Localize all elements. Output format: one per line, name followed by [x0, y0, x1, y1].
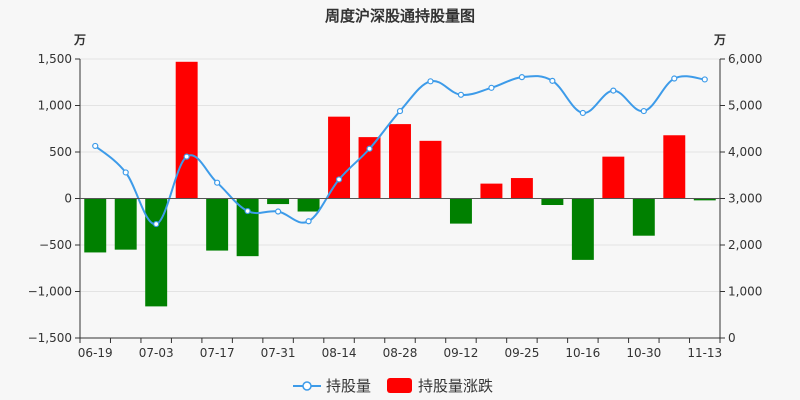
bar-mark	[328, 116, 351, 199]
line-point	[335, 176, 343, 183]
x-axis-tick-label: 08-28	[383, 346, 418, 360]
bar-mark	[419, 140, 442, 199]
line-point	[244, 207, 251, 215]
bar-mark	[358, 137, 381, 199]
bar-mark	[389, 124, 411, 199]
bar-mark	[663, 135, 686, 199]
x-axis-tick-label: 11-13	[687, 346, 722, 360]
x-axis-tick-label: 07-03	[139, 346, 174, 360]
bar-mark	[602, 156, 625, 199]
line-point	[183, 153, 190, 160]
line-point	[122, 169, 129, 176]
bar-mark	[206, 198, 229, 251]
legend-label-change: 持股量涨跌	[418, 377, 493, 395]
legend-label-holding: 持股量	[326, 377, 371, 395]
bar-mark	[571, 198, 594, 260]
line-point	[488, 84, 495, 91]
line-point	[274, 208, 282, 215]
x-axis-tick-label: 07-31	[261, 346, 296, 360]
bar-mark	[693, 198, 716, 201]
x-axis-tick-label: 09-25	[504, 346, 539, 360]
right-axis-tick-label: 3,000	[728, 192, 762, 206]
line-point	[701, 76, 708, 83]
bar-mark	[84, 198, 107, 253]
bar-mark	[236, 198, 259, 257]
bar-mark	[510, 178, 533, 199]
chart-title: 周度沪深股通持股量图	[325, 7, 475, 25]
right-axis-unit: 万	[713, 33, 726, 47]
line-point	[640, 107, 647, 115]
line-point	[579, 109, 586, 117]
line-point	[427, 78, 434, 85]
bar-mark	[297, 198, 320, 212]
line-point	[518, 74, 526, 81]
bar-mark	[267, 198, 290, 205]
left-axis-tick-label: 1,500	[38, 52, 72, 66]
line-point	[366, 145, 373, 152]
bar-mark	[114, 198, 137, 250]
bar-mark	[541, 198, 564, 206]
legend[interactable]: 持股量 持股量涨跌	[293, 377, 493, 395]
x-axis-tick-label: 09-12	[444, 346, 479, 360]
legend-line-marker	[302, 381, 312, 391]
x-axis-tick-label: 10-16	[565, 346, 600, 360]
left-axis-tick-label: 500	[49, 145, 72, 159]
right-axis-tick-label: 4,000	[728, 145, 762, 159]
line-point	[396, 107, 404, 115]
line-point	[92, 142, 99, 150]
right-axis-tick-label: 5,000	[728, 99, 762, 113]
line-series-layer	[92, 74, 708, 228]
legend-bar-swatch	[387, 378, 412, 393]
line-point	[214, 179, 221, 186]
left-axis-unit: 万	[73, 33, 86, 47]
right-axis-tick-label: 6,000	[728, 52, 762, 66]
bar-mark	[632, 198, 655, 236]
line-point	[153, 220, 160, 228]
x-axis-tick-label: 07-17	[200, 346, 235, 360]
bar-mark	[480, 183, 503, 199]
right-axis-tick-label: 1,000	[728, 285, 762, 299]
x-axis-tick-label: 06-19	[78, 346, 113, 360]
line-point	[610, 87, 617, 94]
bar-mark	[449, 198, 472, 224]
right-axis-tick-label: 2,000	[728, 238, 762, 252]
bar-mark	[145, 198, 168, 307]
line-point	[671, 75, 678, 82]
bar-mark	[175, 61, 198, 199]
left-axis-tick-label: −500	[39, 238, 72, 252]
line-point	[305, 218, 312, 225]
line-point	[457, 91, 465, 98]
axis-layer: −1,500 −1,000 −500 0 500 1,000 1,500 0 1,000 2,00…	[28, 52, 763, 360]
left-axis-tick-label: 0	[64, 192, 72, 206]
left-axis-tick-label: 1,000	[38, 99, 72, 113]
bar-series-layer	[84, 61, 716, 307]
x-axis-tick-label: 08-14	[322, 346, 357, 360]
right-axis-tick-label: 0	[728, 331, 736, 345]
left-axis-tick-label: −1,000	[28, 285, 72, 299]
left-axis-tick-label: −1,500	[28, 331, 72, 345]
x-axis-tick-label: 10-30	[626, 346, 661, 360]
line-point	[549, 77, 556, 84]
